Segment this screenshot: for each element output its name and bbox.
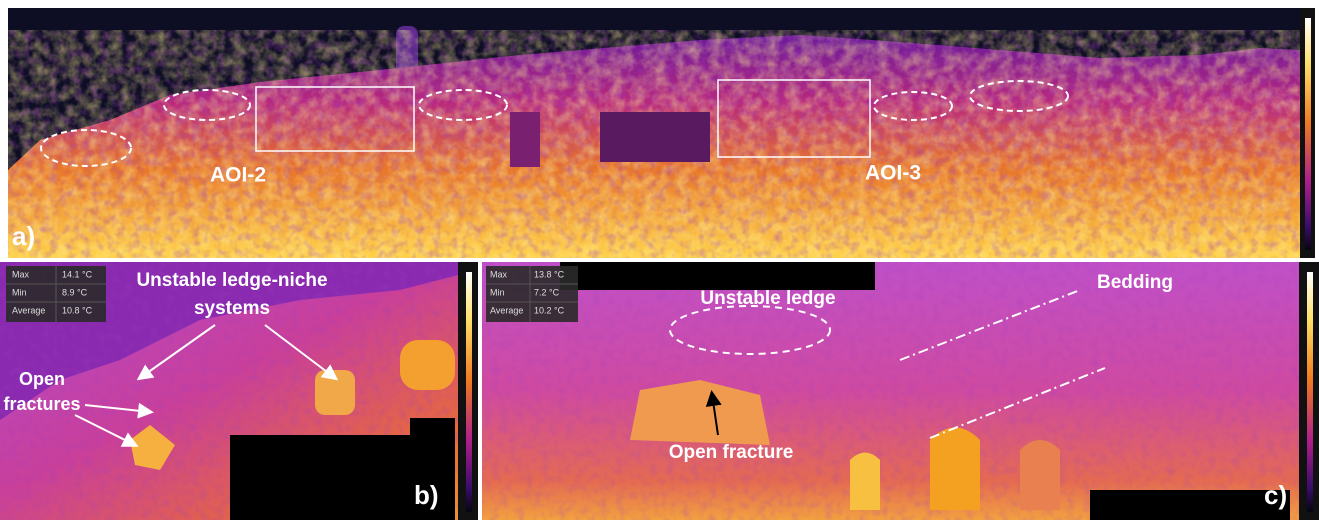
building <box>510 112 540 167</box>
annotation: Unstable ledge <box>700 288 835 309</box>
niche <box>850 453 880 511</box>
annotation: Bedding <box>1097 272 1173 293</box>
stat-name: Min <box>490 287 505 297</box>
panel-label: a) <box>12 221 35 251</box>
figure: AOI-2 AOI-3 a) Max 14.1 °C Min 8.9 °C Av… <box>0 0 1319 520</box>
panel-a: AOI-2 AOI-3 a) <box>8 8 1315 258</box>
stat-name: Max <box>12 269 30 279</box>
annotation: Unstable ledge-niche <box>136 270 327 291</box>
mask <box>560 262 875 290</box>
stat-value: 14.1 °C <box>62 269 93 279</box>
panel-label: b) <box>414 480 439 510</box>
annotation: fractures <box>3 394 80 414</box>
panel-c: Max 13.8 °C Min 7.2 °C Average 10.2 °C U… <box>482 262 1319 520</box>
panel-b: Max 14.1 °C Min 8.9 °C Average 10.8 °C U… <box>0 262 478 520</box>
stat-value: 10.2 °C <box>534 305 565 315</box>
niche <box>930 428 980 511</box>
stat-value: 10.8 °C <box>62 305 93 315</box>
stat-value: 8.9 °C <box>62 287 88 297</box>
page: {"panels": { "a": {"label": "a)", "aoi":… <box>0 0 1319 520</box>
annotation: Open fracture <box>669 442 794 463</box>
niche <box>400 340 455 390</box>
aoi-label: AOI-3 <box>865 162 921 185</box>
stat-value: 13.8 °C <box>534 269 565 279</box>
niche <box>1020 440 1060 510</box>
stat-name: Min <box>12 287 27 297</box>
texture <box>482 262 1319 520</box>
mask <box>1090 490 1290 520</box>
colorbar <box>1307 272 1313 512</box>
annotation: systems <box>194 298 270 319</box>
stat-name: Max <box>490 269 508 279</box>
stat-name: Average <box>12 305 45 315</box>
stat-value: 7.2 °C <box>534 287 560 297</box>
colorbar <box>466 272 472 512</box>
stat-name: Average <box>490 305 523 315</box>
panel-label: c) <box>1264 480 1287 510</box>
building <box>600 112 710 162</box>
colorbar <box>1305 18 1311 250</box>
aoi-label: AOI-2 <box>210 164 266 187</box>
annotation: Open <box>19 369 65 389</box>
